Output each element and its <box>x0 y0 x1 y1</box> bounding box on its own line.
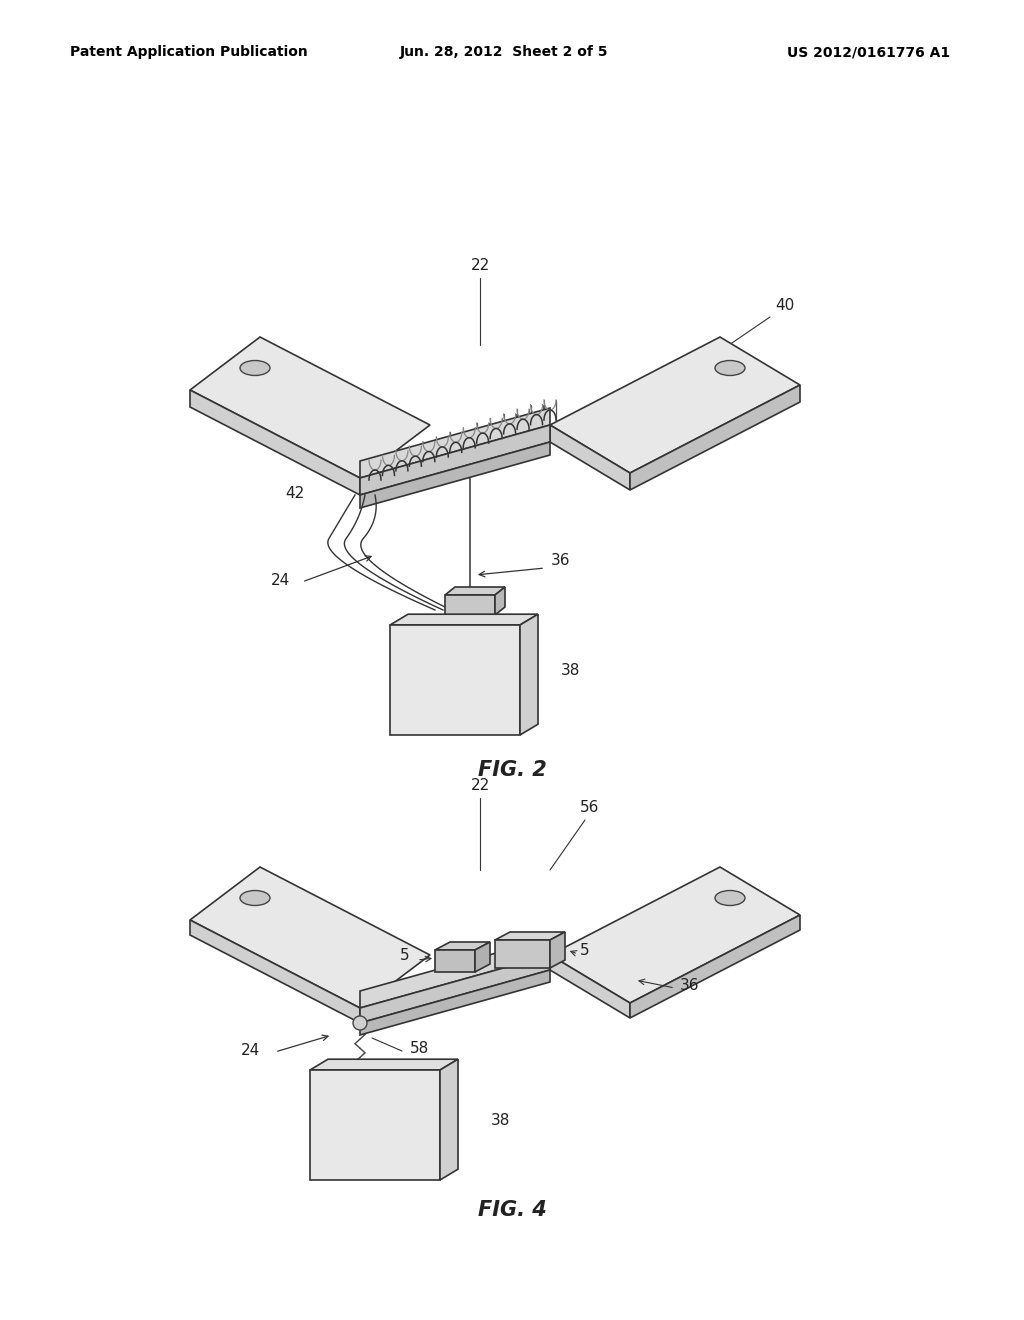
Text: Patent Application Publication: Patent Application Publication <box>70 45 308 59</box>
Text: 22: 22 <box>470 777 489 793</box>
Polygon shape <box>445 587 505 595</box>
Polygon shape <box>520 614 538 735</box>
Text: 5: 5 <box>400 948 410 964</box>
Circle shape <box>353 1016 367 1030</box>
Ellipse shape <box>715 360 745 375</box>
Polygon shape <box>550 932 565 968</box>
Polygon shape <box>630 385 800 490</box>
Polygon shape <box>550 867 800 1003</box>
Polygon shape <box>190 337 430 478</box>
Polygon shape <box>390 624 520 735</box>
Polygon shape <box>435 950 475 972</box>
Polygon shape <box>390 614 538 624</box>
Text: 24: 24 <box>270 573 290 587</box>
Polygon shape <box>360 442 550 508</box>
Polygon shape <box>495 940 550 968</box>
Text: 5: 5 <box>581 942 590 958</box>
Polygon shape <box>310 1071 440 1180</box>
Polygon shape <box>360 954 550 1023</box>
Polygon shape <box>495 587 505 615</box>
Polygon shape <box>445 595 495 615</box>
Text: 36: 36 <box>680 978 699 993</box>
Polygon shape <box>190 389 360 495</box>
Text: Jun. 28, 2012  Sheet 2 of 5: Jun. 28, 2012 Sheet 2 of 5 <box>400 45 608 59</box>
Polygon shape <box>190 920 360 1023</box>
Polygon shape <box>360 970 550 1035</box>
Polygon shape <box>630 915 800 1018</box>
Text: 42: 42 <box>286 486 304 502</box>
Ellipse shape <box>715 891 745 906</box>
Polygon shape <box>550 954 630 1018</box>
Polygon shape <box>190 867 430 1008</box>
Text: 58: 58 <box>410 1041 429 1056</box>
Text: FIG. 4: FIG. 4 <box>477 1200 547 1220</box>
Polygon shape <box>440 1059 458 1180</box>
Polygon shape <box>360 939 550 1008</box>
Text: 36: 36 <box>551 553 570 568</box>
Polygon shape <box>550 425 630 490</box>
Ellipse shape <box>240 360 270 375</box>
Polygon shape <box>360 425 550 495</box>
Text: US 2012/0161776 A1: US 2012/0161776 A1 <box>786 45 950 59</box>
Polygon shape <box>475 942 490 972</box>
Polygon shape <box>435 942 490 950</box>
Polygon shape <box>495 932 565 940</box>
Text: 24: 24 <box>241 1043 260 1059</box>
Polygon shape <box>550 337 800 473</box>
Ellipse shape <box>240 891 270 906</box>
Text: 38: 38 <box>490 1113 510 1129</box>
Text: FIG. 2: FIG. 2 <box>477 760 547 780</box>
Text: 22: 22 <box>470 257 489 273</box>
Text: 56: 56 <box>581 800 600 814</box>
Polygon shape <box>360 408 550 478</box>
Text: 38: 38 <box>560 663 580 678</box>
Text: 40: 40 <box>775 298 795 313</box>
Polygon shape <box>310 1059 458 1071</box>
